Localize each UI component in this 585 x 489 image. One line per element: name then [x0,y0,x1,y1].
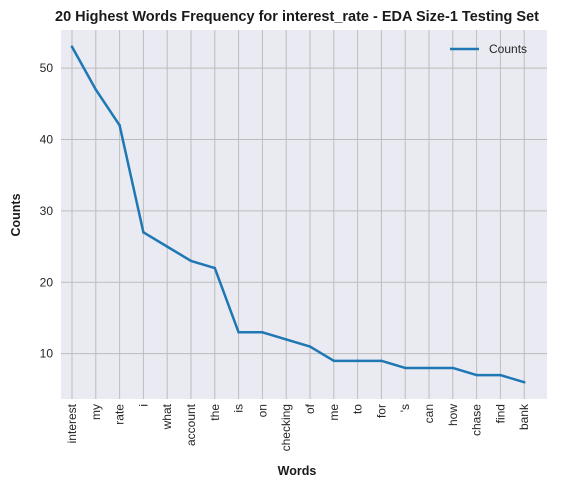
y-tick-label: 40 [40,133,54,147]
chart-title: 20 Highest Words Frequency for interest_… [55,9,539,25]
y-tick-label: 50 [40,61,54,75]
data-point [499,373,502,377]
x-tick-label: 's [398,404,412,412]
x-tick-label: how [446,404,460,426]
series-line [70,45,526,384]
data-point [118,124,121,127]
legend: Counts [450,42,527,56]
x-tick-label: interest [65,403,79,443]
x-tick-label: of [303,403,317,414]
data-point [451,366,455,370]
x-tick-label: find [493,404,507,423]
x-tick-label: i [136,404,150,407]
data-point [165,245,169,248]
x-tick-labels: interest my rate i what account the is on checkin… [65,403,531,451]
x-tick-label: is [232,404,246,413]
y-tick-label: 10 [40,347,54,361]
data-point [142,231,145,234]
data-point [261,331,264,334]
x-axis-label: Words [278,464,317,478]
x-tick-label: can [422,404,436,423]
y-tick-label: 20 [40,275,54,289]
data-point [213,266,217,270]
x-tick-label: checking [279,404,293,451]
data-point [427,366,431,370]
x-tick-label: account [184,403,198,446]
data-point [308,345,312,348]
data-point [380,359,383,363]
x-tick-label: the [208,404,222,421]
x-tick-label: me [327,404,341,421]
x-tick-label: to [351,404,365,414]
data-point [475,373,478,377]
data-point [284,338,288,341]
x-tick-label: on [255,404,269,417]
data-point [237,331,240,334]
data-point [332,359,336,363]
x-tick-label: bank [517,403,531,430]
grid-lines [61,30,547,399]
data-point [522,380,526,384]
x-tick-label: rate [113,404,127,425]
y-tick-label: 30 [40,204,54,218]
legend-label: Counts [489,42,527,56]
y-axis-label: Counts [9,193,23,236]
data-point [189,259,193,263]
data-point [356,359,359,363]
series-layer [70,45,526,384]
y-tick-labels: 10 20 30 40 50 [40,61,54,360]
data-point [403,366,407,370]
x-tick-label: for [374,404,388,418]
data-point [94,88,98,91]
x-tick-label: my [89,404,103,420]
data-point [70,45,74,49]
plot-area [61,30,547,399]
x-tick-label: chase [470,404,484,436]
x-tick-label: what [160,403,174,430]
